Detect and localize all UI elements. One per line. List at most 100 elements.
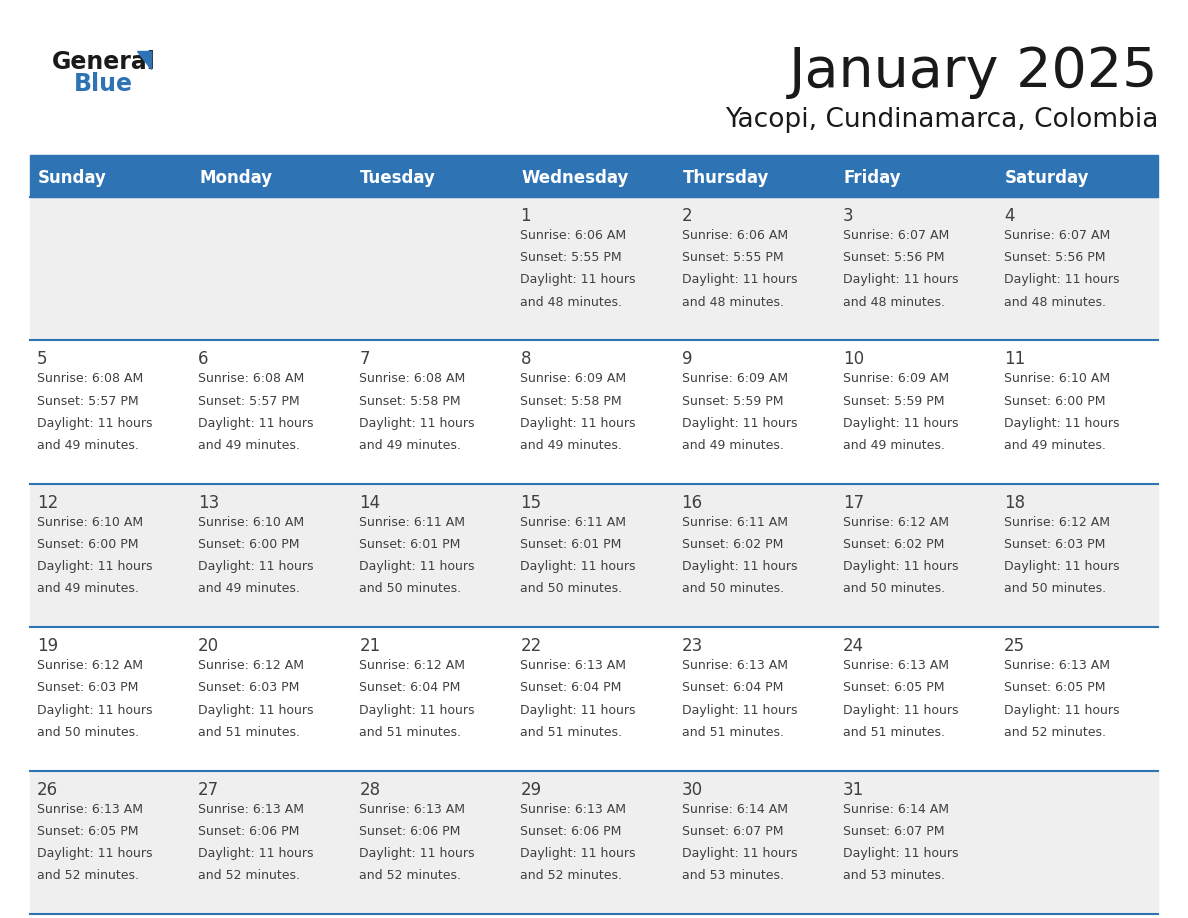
Text: and 50 minutes.: and 50 minutes.	[37, 726, 139, 739]
Text: and 50 minutes.: and 50 minutes.	[842, 583, 944, 596]
Text: Sunrise: 6:06 AM: Sunrise: 6:06 AM	[682, 229, 788, 242]
Text: Sunset: 5:58 PM: Sunset: 5:58 PM	[520, 395, 623, 408]
Text: Sunrise: 6:12 AM: Sunrise: 6:12 AM	[37, 659, 143, 672]
Bar	[675, 159, 835, 197]
Text: Daylight: 11 hours: Daylight: 11 hours	[198, 417, 314, 430]
Text: Daylight: 11 hours: Daylight: 11 hours	[520, 417, 636, 430]
Text: 6: 6	[198, 351, 209, 368]
Bar	[30, 197, 191, 341]
Text: Daylight: 11 hours: Daylight: 11 hours	[198, 847, 314, 860]
Text: Sunset: 5:59 PM: Sunset: 5:59 PM	[842, 395, 944, 408]
Text: Sunset: 6:03 PM: Sunset: 6:03 PM	[198, 681, 299, 694]
Text: 31: 31	[842, 780, 864, 799]
Text: Sunrise: 6:09 AM: Sunrise: 6:09 AM	[842, 373, 949, 386]
Text: General: General	[52, 50, 156, 74]
Text: Sunrise: 6:13 AM: Sunrise: 6:13 AM	[682, 659, 788, 672]
Text: Daylight: 11 hours: Daylight: 11 hours	[682, 560, 797, 573]
Text: Daylight: 11 hours: Daylight: 11 hours	[37, 417, 152, 430]
Bar	[675, 197, 835, 341]
Text: and 49 minutes.: and 49 minutes.	[1004, 439, 1106, 452]
Text: Daylight: 11 hours: Daylight: 11 hours	[842, 847, 959, 860]
Text: Sunset: 6:00 PM: Sunset: 6:00 PM	[37, 538, 139, 551]
Text: Sunrise: 6:13 AM: Sunrise: 6:13 AM	[1004, 659, 1110, 672]
Text: 26: 26	[37, 780, 58, 799]
Text: Daylight: 11 hours: Daylight: 11 hours	[682, 417, 797, 430]
Bar	[835, 341, 997, 484]
Text: Sunset: 6:03 PM: Sunset: 6:03 PM	[37, 681, 138, 694]
Text: Sunrise: 6:11 AM: Sunrise: 6:11 AM	[359, 516, 466, 529]
Text: Thursday: Thursday	[683, 169, 769, 187]
Text: 30: 30	[682, 780, 702, 799]
Bar	[835, 484, 997, 627]
Text: Daylight: 11 hours: Daylight: 11 hours	[1004, 417, 1119, 430]
Bar	[30, 159, 191, 197]
Text: Sunset: 5:56 PM: Sunset: 5:56 PM	[842, 252, 944, 264]
Text: Daylight: 11 hours: Daylight: 11 hours	[520, 704, 636, 717]
Bar	[353, 627, 513, 770]
Text: Sunrise: 6:09 AM: Sunrise: 6:09 AM	[520, 373, 626, 386]
Text: 21: 21	[359, 637, 380, 655]
Bar	[513, 197, 675, 341]
Bar	[191, 627, 353, 770]
Text: Sunset: 6:05 PM: Sunset: 6:05 PM	[37, 825, 139, 838]
Text: Sunset: 6:00 PM: Sunset: 6:00 PM	[198, 538, 299, 551]
Text: Sunset: 6:06 PM: Sunset: 6:06 PM	[198, 825, 299, 838]
Text: Daylight: 11 hours: Daylight: 11 hours	[520, 847, 636, 860]
Text: Sunrise: 6:13 AM: Sunrise: 6:13 AM	[359, 802, 466, 815]
Bar	[835, 197, 997, 341]
Text: Sunrise: 6:06 AM: Sunrise: 6:06 AM	[520, 229, 626, 242]
Bar	[353, 341, 513, 484]
Bar	[30, 341, 191, 484]
Text: Friday: Friday	[843, 169, 902, 187]
Text: Sunset: 6:01 PM: Sunset: 6:01 PM	[359, 538, 461, 551]
Bar	[997, 627, 1158, 770]
Text: 24: 24	[842, 637, 864, 655]
Bar	[675, 770, 835, 914]
Text: 15: 15	[520, 494, 542, 512]
Text: Daylight: 11 hours: Daylight: 11 hours	[682, 704, 797, 717]
Bar	[353, 770, 513, 914]
Bar	[191, 159, 353, 197]
Bar	[835, 770, 997, 914]
Bar	[997, 159, 1158, 197]
Text: and 52 minutes.: and 52 minutes.	[1004, 726, 1106, 739]
Text: Sunrise: 6:14 AM: Sunrise: 6:14 AM	[842, 802, 949, 815]
Text: and 52 minutes.: and 52 minutes.	[359, 869, 461, 882]
Bar	[513, 484, 675, 627]
Bar	[513, 341, 675, 484]
Text: Daylight: 11 hours: Daylight: 11 hours	[198, 704, 314, 717]
Text: Sunset: 6:03 PM: Sunset: 6:03 PM	[1004, 538, 1105, 551]
Text: 8: 8	[520, 351, 531, 368]
Text: and 50 minutes.: and 50 minutes.	[682, 583, 784, 596]
Text: Daylight: 11 hours: Daylight: 11 hours	[37, 704, 152, 717]
Text: Daylight: 11 hours: Daylight: 11 hours	[359, 704, 475, 717]
Text: 29: 29	[520, 780, 542, 799]
Text: and 49 minutes.: and 49 minutes.	[842, 439, 944, 452]
Text: and 52 minutes.: and 52 minutes.	[520, 869, 623, 882]
Text: Sunset: 6:07 PM: Sunset: 6:07 PM	[682, 825, 783, 838]
Text: Sunrise: 6:12 AM: Sunrise: 6:12 AM	[198, 659, 304, 672]
Text: Daylight: 11 hours: Daylight: 11 hours	[842, 417, 959, 430]
Bar	[835, 159, 997, 197]
Text: and 53 minutes.: and 53 minutes.	[682, 869, 784, 882]
Bar	[30, 627, 191, 770]
Text: 23: 23	[682, 637, 703, 655]
Text: 20: 20	[198, 637, 220, 655]
Text: and 51 minutes.: and 51 minutes.	[520, 726, 623, 739]
Text: Sunset: 5:59 PM: Sunset: 5:59 PM	[682, 395, 783, 408]
Text: Daylight: 11 hours: Daylight: 11 hours	[520, 560, 636, 573]
Text: Sunrise: 6:10 AM: Sunrise: 6:10 AM	[198, 516, 304, 529]
Bar	[30, 155, 1158, 159]
Bar	[513, 627, 675, 770]
Bar	[353, 484, 513, 627]
Text: and 49 minutes.: and 49 minutes.	[520, 439, 623, 452]
Bar	[191, 341, 353, 484]
Text: 7: 7	[359, 351, 369, 368]
Bar	[675, 341, 835, 484]
Text: Sunrise: 6:08 AM: Sunrise: 6:08 AM	[359, 373, 466, 386]
Text: Sunrise: 6:11 AM: Sunrise: 6:11 AM	[520, 516, 626, 529]
Text: Sunset: 6:00 PM: Sunset: 6:00 PM	[1004, 395, 1105, 408]
Text: Sunset: 6:05 PM: Sunset: 6:05 PM	[842, 681, 944, 694]
Text: Sunrise: 6:07 AM: Sunrise: 6:07 AM	[842, 229, 949, 242]
Text: and 49 minutes.: and 49 minutes.	[682, 439, 783, 452]
